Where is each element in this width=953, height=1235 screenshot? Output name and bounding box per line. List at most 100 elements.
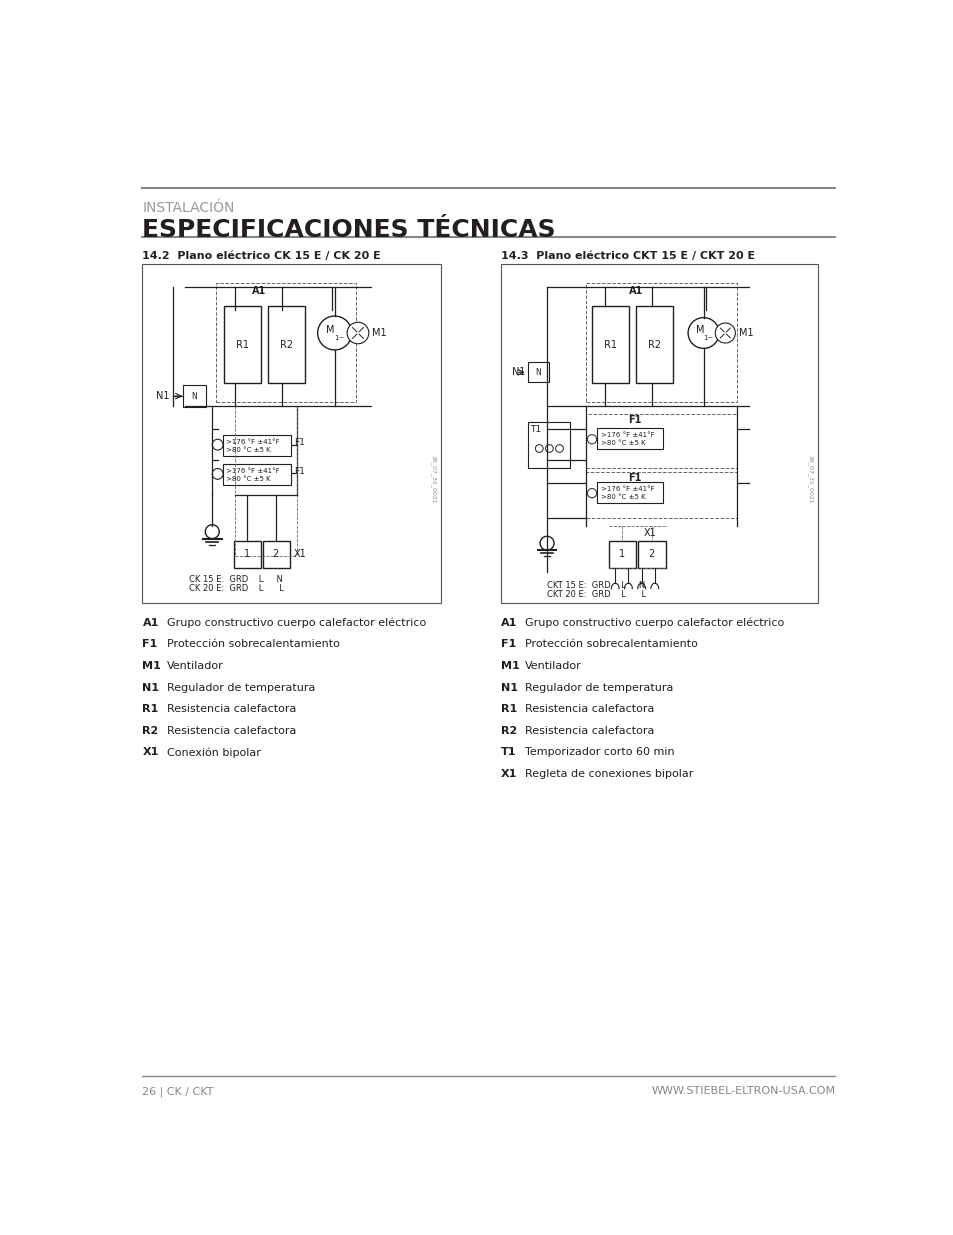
Text: N: N xyxy=(535,368,541,377)
Bar xyxy=(262,541,290,568)
Text: 26_07_31_0021: 26_07_31_0021 xyxy=(430,454,436,504)
Text: 14.3  Plano eléctrico CKT 15 E / CKT 20 E: 14.3 Plano eléctrico CKT 15 E / CKT 20 E xyxy=(500,251,754,261)
Text: X1: X1 xyxy=(643,529,656,538)
Text: A1: A1 xyxy=(252,285,266,295)
Text: Resistencia calefactora: Resistencia calefactora xyxy=(167,726,296,736)
Text: M: M xyxy=(326,325,335,335)
Circle shape xyxy=(539,536,554,550)
Text: R1: R1 xyxy=(235,340,249,350)
Circle shape xyxy=(205,525,219,538)
Text: N1: N1 xyxy=(500,683,517,693)
Text: R1: R1 xyxy=(142,704,158,714)
Text: Ventilador: Ventilador xyxy=(525,661,581,671)
Bar xyxy=(585,414,736,468)
Text: R2: R2 xyxy=(142,726,158,736)
Text: N1: N1 xyxy=(512,367,525,377)
Text: Grupo constructivo cuerpo calefactor eléctrico: Grupo constructivo cuerpo calefactor elé… xyxy=(525,618,783,629)
Text: Temporizador corto 60 min: Temporizador corto 60 min xyxy=(525,747,675,757)
Bar xyxy=(183,385,206,406)
Text: N1: N1 xyxy=(142,683,159,693)
Text: F1: F1 xyxy=(500,640,516,650)
Text: M: M xyxy=(695,325,703,335)
Bar xyxy=(233,541,261,568)
Circle shape xyxy=(545,445,553,452)
Text: R2: R2 xyxy=(280,340,293,350)
Text: >176 °F ±41°F: >176 °F ±41°F xyxy=(226,438,279,445)
Circle shape xyxy=(347,322,369,343)
Bar xyxy=(608,541,636,568)
Text: 2: 2 xyxy=(648,550,654,559)
Bar xyxy=(268,306,305,383)
Text: 1: 1 xyxy=(618,550,624,559)
Text: Regulador de temperatura: Regulador de temperatura xyxy=(167,683,315,693)
Text: T1: T1 xyxy=(500,747,516,757)
Text: >80 °C ±5 K: >80 °C ±5 K xyxy=(600,494,645,500)
Text: CKT 20 E:  GRD    L      L: CKT 20 E: GRD L L xyxy=(546,590,645,599)
Text: Resistencia calefactora: Resistencia calefactora xyxy=(167,704,296,714)
Text: >176 °F ±41°F: >176 °F ±41°F xyxy=(600,432,655,437)
Bar xyxy=(585,283,736,403)
Text: X1: X1 xyxy=(142,747,159,757)
Bar xyxy=(585,472,736,517)
Circle shape xyxy=(317,316,352,350)
Text: A1: A1 xyxy=(500,618,517,627)
Bar xyxy=(224,306,261,383)
Text: F1: F1 xyxy=(142,640,157,650)
Text: CK 20 E:  GRD    L      L: CK 20 E: GRD L L xyxy=(189,584,283,593)
Circle shape xyxy=(715,324,735,343)
Text: ESPECIFICACIONES TÉCNICAS: ESPECIFICACIONES TÉCNICAS xyxy=(142,217,556,242)
Circle shape xyxy=(212,440,223,450)
Text: CK 15 E:  GRD    L     N: CK 15 E: GRD L N xyxy=(189,576,283,584)
Text: A1: A1 xyxy=(628,285,642,295)
Bar xyxy=(527,421,570,468)
Text: X1: X1 xyxy=(294,550,306,559)
Circle shape xyxy=(687,317,719,348)
Circle shape xyxy=(212,468,223,479)
Circle shape xyxy=(535,445,542,452)
Text: Resistencia calefactora: Resistencia calefactora xyxy=(525,726,654,736)
Text: CKT 15 E:  GRD    L     N: CKT 15 E: GRD L N xyxy=(546,580,644,590)
Text: 1~: 1~ xyxy=(703,336,713,341)
Text: WWW.STIEBEL-ELTRON-USA.COM: WWW.STIEBEL-ELTRON-USA.COM xyxy=(651,1086,835,1095)
Circle shape xyxy=(555,445,562,452)
Text: >176 °F ±41°F: >176 °F ±41°F xyxy=(600,485,655,492)
Text: 14.2  Plano eléctrico CK 15 E / CK 20 E: 14.2 Plano eléctrico CK 15 E / CK 20 E xyxy=(142,251,381,261)
Bar xyxy=(500,264,818,603)
Text: 1: 1 xyxy=(244,550,250,559)
Bar xyxy=(216,283,355,403)
Text: Conexión bipolar: Conexión bipolar xyxy=(167,747,261,758)
Text: >80 °C ±5 K: >80 °C ±5 K xyxy=(226,447,271,453)
Text: N: N xyxy=(192,391,197,400)
Text: >80 °C ±5 K: >80 °C ±5 K xyxy=(226,477,271,483)
Text: 1~: 1~ xyxy=(335,336,345,341)
Text: T1: T1 xyxy=(530,425,540,433)
Text: X1: X1 xyxy=(500,769,517,779)
Text: F1: F1 xyxy=(628,473,641,483)
Circle shape xyxy=(587,489,596,498)
Bar xyxy=(592,306,629,383)
Text: M1: M1 xyxy=(739,329,753,338)
Bar xyxy=(527,362,549,383)
Text: Protección sobrecalentamiento: Protección sobrecalentamiento xyxy=(525,640,698,650)
Text: F1: F1 xyxy=(294,438,305,447)
Text: Grupo constructivo cuerpo calefactor eléctrico: Grupo constructivo cuerpo calefactor elé… xyxy=(167,618,426,629)
Text: INSTALACIÓN: INSTALACIÓN xyxy=(142,200,234,215)
Text: F1: F1 xyxy=(294,467,305,477)
Text: 26_07_31_0021: 26_07_31_0021 xyxy=(807,454,813,504)
Bar xyxy=(223,435,291,456)
Text: 26 | CK / CKT: 26 | CK / CKT xyxy=(142,1086,213,1097)
Text: A1: A1 xyxy=(142,618,159,627)
Text: R1: R1 xyxy=(500,704,517,714)
Text: M1: M1 xyxy=(142,661,161,671)
Bar xyxy=(223,464,291,485)
Bar xyxy=(597,482,662,503)
Text: >80 °C ±5 K: >80 °C ±5 K xyxy=(600,440,645,446)
Text: R1: R1 xyxy=(603,340,617,350)
Bar xyxy=(597,427,662,450)
Text: R2: R2 xyxy=(500,726,517,736)
Text: N1: N1 xyxy=(156,391,170,401)
Text: Ventilador: Ventilador xyxy=(167,661,224,671)
Bar xyxy=(638,541,665,568)
Text: >176 °F ±41°F: >176 °F ±41°F xyxy=(226,468,279,474)
Text: M1: M1 xyxy=(500,661,518,671)
